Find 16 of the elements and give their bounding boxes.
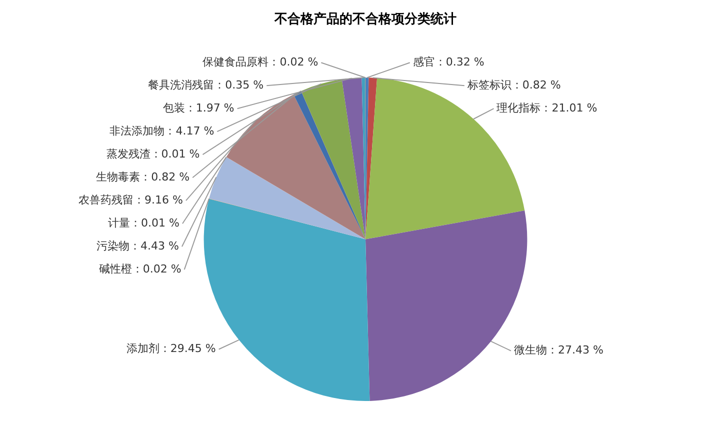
slice-label: 理化指标：21.01 % [496,101,598,114]
chart-title: 不合格产品的不合格项分类统计 [274,11,456,28]
slice-label: 餐具洗消残留：0.35 % [148,78,264,92]
slice-label: 农兽药残留：9.16 % [78,193,183,206]
slice-label: 蒸发残渣：0.01 % [106,147,200,160]
slice-label: 生物毒素：0.82 % [96,170,190,184]
slice-label: 包装：1.97 % [162,101,234,114]
slice-label: 保健食品原料：0.02 % [202,55,318,68]
slice-label: 污染物：4.43 % [96,239,179,252]
slice-label: 碱性橙：0.02 % [98,262,182,276]
slice-label: 感官：0.32 % [412,55,484,68]
slice-label: 计量：0.01 % [108,216,180,230]
slice-label: 微生物：27.43 % [514,344,604,357]
slice-label: 标签标识：0.82 % [466,78,561,92]
slice-label: 非法添加物：4.17 % [110,124,214,138]
slice-label: 添加剂：29.45 % [126,342,216,356]
